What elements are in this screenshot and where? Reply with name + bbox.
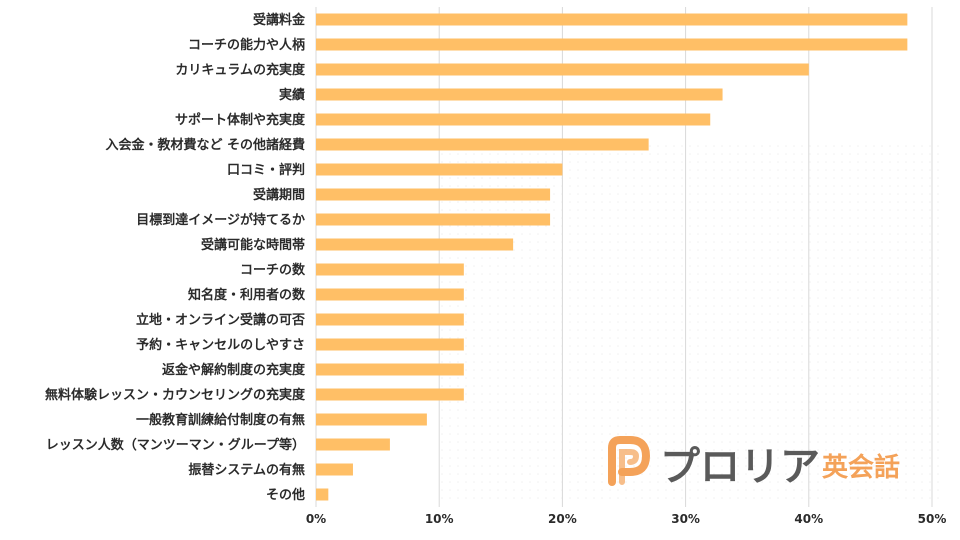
bar (316, 488, 329, 501)
bar (316, 138, 649, 151)
brand-logo: プロリア 英会話 (608, 436, 900, 490)
brand-name: プロリア (660, 444, 820, 490)
category-label: 受講可能な時間帯 (201, 237, 305, 253)
bar (316, 338, 464, 351)
x-tick-label: 30% (671, 512, 700, 526)
category-label: 予約・キャンセルのしやすさ (136, 337, 305, 353)
brand-sub: 英会話 (822, 452, 900, 483)
x-tick-label: 50% (918, 512, 947, 526)
category-label: その他 (266, 487, 305, 503)
x-tick-label: 20% (548, 512, 577, 526)
category-label: コーチの数 (240, 262, 306, 278)
bar (316, 88, 723, 101)
category-label: 知名度・利用者の数 (188, 287, 306, 303)
category-label: 入会金・教材費など その他諸経費 (105, 137, 305, 153)
bar (316, 388, 464, 401)
x-tick-label: 10% (425, 512, 454, 526)
bar (316, 213, 551, 226)
category-label: 無料体験レッスン・カウンセリングの充実度 (45, 387, 306, 403)
category-label: 口コミ・評判 (227, 162, 305, 178)
bar (316, 263, 464, 276)
category-label: カリキュラムの充実度 (175, 62, 306, 78)
category-label: 振替システムの有無 (188, 462, 305, 478)
bar (316, 413, 427, 426)
bar (316, 113, 711, 126)
x-tick-label: 0% (306, 512, 326, 526)
prolia-p-logo-icon (608, 436, 651, 486)
bar (316, 463, 353, 476)
bar (316, 238, 514, 251)
bar (316, 13, 908, 26)
bar (316, 38, 908, 51)
category-label: 実績 (279, 87, 305, 103)
bar (316, 313, 464, 326)
category-labels: 受講料金コーチの能力や人柄カリキュラムの充実度実績サポート体制や充実度入会金・教… (45, 12, 306, 503)
bar (316, 288, 464, 301)
category-label: 目標到達イメージが持てるか (136, 212, 305, 228)
category-label: 受講料金 (253, 12, 306, 28)
bar (316, 188, 551, 201)
category-label: 一般教育訓練給付制度の有無 (136, 412, 305, 428)
x-tick-labels: 0% 10% 20% 30% 40% 50% (306, 512, 947, 526)
category-label: サポート体制や充実度 (175, 112, 306, 128)
bar (316, 63, 809, 76)
x-tick-label: 40% (794, 512, 823, 526)
category-label: 立地・オンライン受講の可否 (136, 312, 305, 328)
category-label: レッスン人数（マンツーマン・グループ等） (46, 437, 305, 453)
bars (316, 13, 908, 501)
bar (316, 163, 563, 176)
bar (316, 363, 464, 376)
category-label: 返金や解約制度の充実度 (162, 362, 306, 378)
bar (316, 438, 390, 451)
category-label: 受講期間 (253, 187, 305, 203)
category-label: コーチの能力や人柄 (188, 37, 305, 53)
